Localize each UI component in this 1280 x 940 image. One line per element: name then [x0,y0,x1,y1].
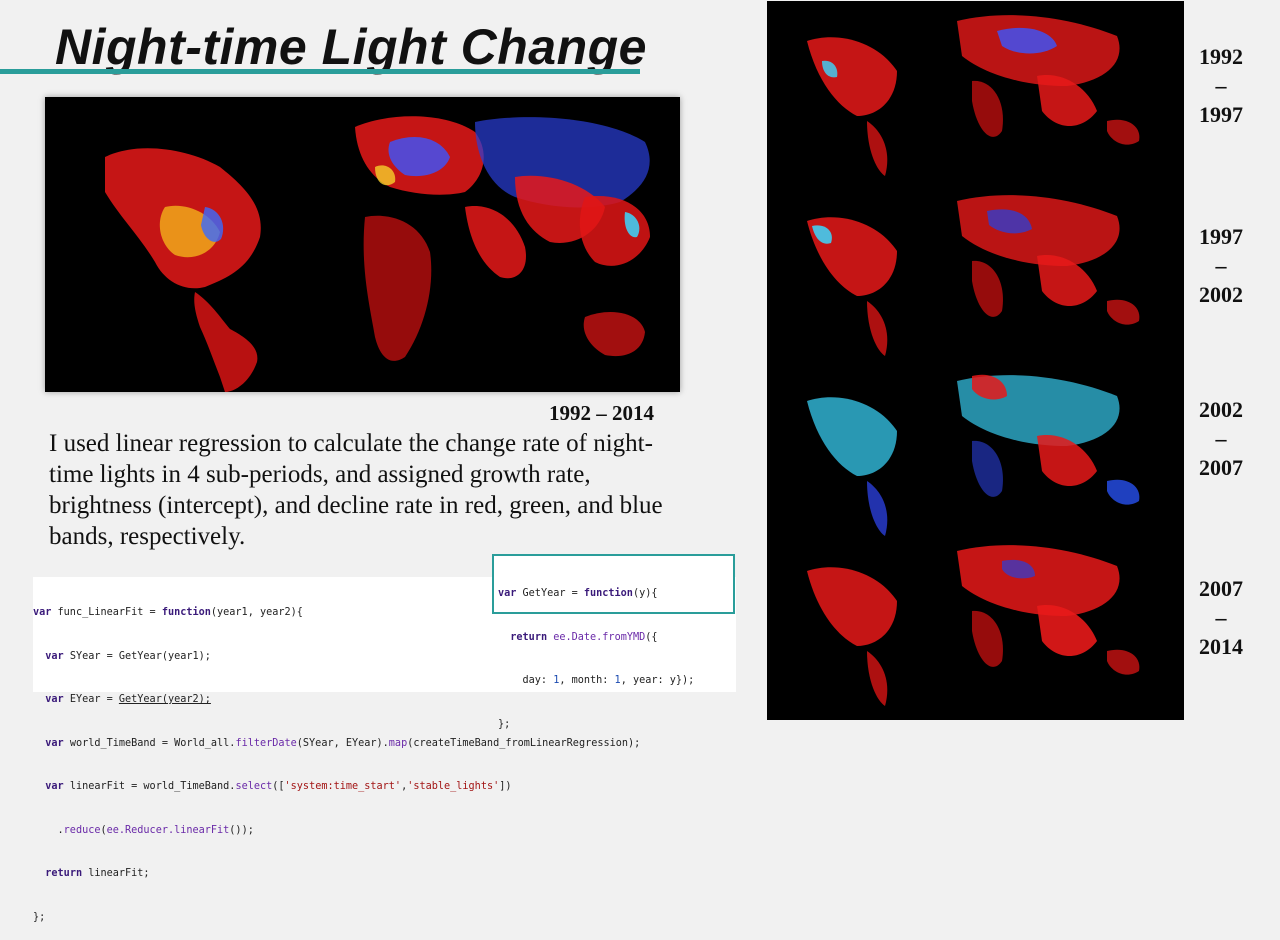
period-label-1997-2002: 1997 – 2002 [1190,222,1252,309]
code-line: var SYear = GetYear(year1); [45,650,211,662]
description-paragraph: I used linear regression to calculate th… [49,430,663,550]
period-maps-strip [767,1,1184,720]
main-map-graphic [45,97,680,392]
period-start: 2002 [1199,397,1243,422]
title-underline [0,69,640,74]
period-label-2007-2014: 2007 – 2014 [1190,574,1252,661]
period-map-1997-2002 [807,195,1140,356]
period-map-2002-2007 [807,374,1140,536]
period-start: 1992 [1199,44,1243,69]
period-start: 2007 [1199,576,1243,601]
code-line: }; [33,911,46,923]
period-maps-graphic [767,1,1184,720]
period-end: 1997 [1199,102,1243,127]
period-label-1992-1997: 1992 – 1997 [1190,42,1252,129]
code-line: var world_TimeBand = World_all.filterDat… [45,737,641,749]
period-end: 2014 [1199,634,1243,659]
code-line: .reduce(ee.Reducer.linearFit()); [33,824,254,836]
period-start: 1997 [1199,224,1243,249]
code-line: return linearFit; [45,868,150,879]
period-map-2007-2014 [807,545,1140,706]
code-line: day: 1, month: 1, year: y}); [498,675,695,686]
period-dash: – [1215,253,1227,278]
slide-title: Night-time Light Change [55,19,647,75]
period-label-2002-2007: 2002 – 2007 [1190,395,1252,482]
main-map-period-caption: 1992 – 2014 [549,401,654,425]
code-line: var GetYear = function(y){ [498,588,658,599]
code-line: var EYear = GetYear(year2); [45,694,211,705]
main-night-light-map [45,97,680,392]
period-map-1992-1997 [807,15,1140,176]
period-dash: – [1215,73,1227,98]
code-line: return ee.Date.fromYMD({ [510,631,658,643]
period-end: 2002 [1199,282,1243,307]
period-end: 2007 [1199,455,1243,480]
getyear-code-block: var GetYear = function(y){ return ee.Dat… [492,554,735,730]
period-dash: – [1215,426,1227,451]
period-dash: – [1215,605,1227,630]
code-line: var linearFit = world_TimeBand.select(['… [45,781,512,792]
code-line: var func_LinearFit = function(year1, yea… [33,607,303,618]
